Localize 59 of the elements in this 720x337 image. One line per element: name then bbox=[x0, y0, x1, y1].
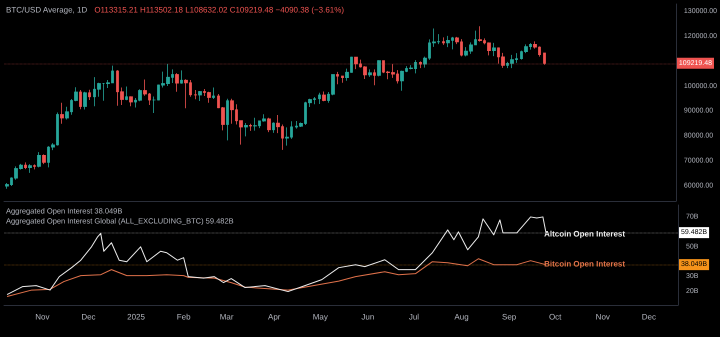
candlestick bbox=[244, 122, 248, 137]
x-tick-label: Dec bbox=[642, 312, 656, 322]
candlestick bbox=[184, 78, 188, 109]
candlestick bbox=[24, 162, 27, 170]
candlestick bbox=[226, 98, 229, 141]
candlestick bbox=[368, 68, 372, 78]
series-label: Bitcoin Open Interest bbox=[544, 260, 626, 268]
candlestick bbox=[478, 26, 482, 42]
x-tick-label: Jul bbox=[408, 312, 420, 322]
candlestick bbox=[267, 117, 271, 133]
candlestick bbox=[510, 54, 514, 68]
x-tick-label: Nov bbox=[596, 312, 610, 322]
candlestick bbox=[336, 71, 339, 85]
x-tick-label: Sep bbox=[502, 312, 517, 322]
chart-subtitle: O113315.21 H113502.18 L108632.02 C109219.48 −4090.38 (−3.61%) bbox=[94, 6, 344, 14]
candlestick bbox=[42, 154, 46, 164]
x-tick-label: Feb bbox=[176, 312, 192, 322]
line-series bbox=[6, 258, 546, 297]
candlestick bbox=[194, 90, 197, 100]
candlestick bbox=[249, 123, 252, 132]
candlestick bbox=[487, 42, 491, 56]
x-tick-label: 2025 bbox=[127, 312, 146, 322]
x-tick-label: Aug bbox=[454, 312, 469, 322]
x-tick-label: Nov bbox=[35, 312, 50, 322]
series-label: Altcoin Open Interest bbox=[544, 230, 626, 238]
candlestick bbox=[253, 117, 257, 132]
candlestick bbox=[230, 98, 234, 124]
candlestick bbox=[79, 90, 82, 110]
candlestick bbox=[88, 89, 91, 100]
candlestick bbox=[377, 60, 381, 77]
x-tick-label: Dec bbox=[81, 312, 96, 322]
candlestick bbox=[442, 37, 445, 46]
candlestick bbox=[207, 91, 211, 104]
candlestick bbox=[446, 36, 450, 48]
candlestick bbox=[492, 42, 496, 57]
candlestick bbox=[175, 72, 179, 92]
x-tick-label: Oct bbox=[548, 312, 562, 322]
x-tick-label: Mar bbox=[220, 312, 234, 322]
line-series bbox=[6, 216, 546, 296]
candlestick bbox=[125, 86, 128, 101]
candlestick bbox=[28, 164, 32, 174]
candlestick bbox=[129, 96, 133, 107]
candlestick bbox=[180, 70, 183, 84]
chart-title: BTC/USD Average, 1D bbox=[6, 6, 88, 14]
candlestick bbox=[322, 91, 326, 102]
candlestick bbox=[373, 68, 376, 86]
x-tick-label: Apr bbox=[268, 312, 281, 322]
candlestick bbox=[318, 92, 321, 104]
candlestick bbox=[341, 75, 344, 84]
x-tick-label: Jun bbox=[361, 312, 374, 322]
x-tick-label: May bbox=[312, 312, 328, 322]
candlestick bbox=[400, 70, 404, 92]
candlestick bbox=[37, 152, 41, 168]
candlestick bbox=[83, 91, 87, 110]
candlestick bbox=[198, 90, 202, 102]
candlestick bbox=[33, 164, 36, 170]
candlestick bbox=[212, 87, 215, 100]
candlestick bbox=[60, 102, 64, 124]
candlestick bbox=[272, 122, 275, 134]
